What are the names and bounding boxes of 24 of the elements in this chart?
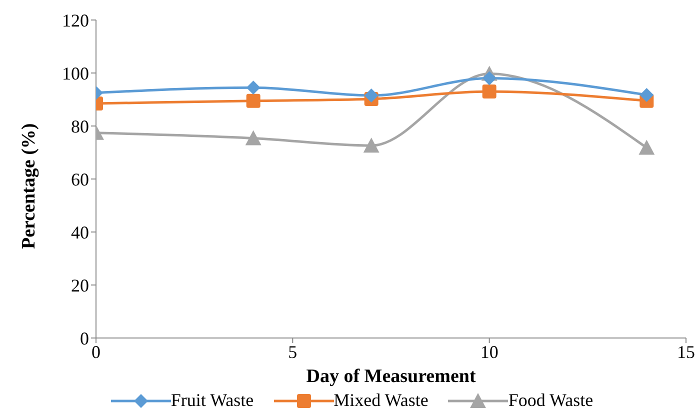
point [482, 84, 496, 99]
y-axis-title: Percentage (%) [18, 123, 40, 249]
x-tick-label: 15 [677, 342, 695, 362]
y-tick-label: 40 [71, 222, 89, 242]
x-tick-label: 5 [288, 342, 298, 362]
point [638, 140, 655, 155]
x-axis-title: Day of Measurement [306, 366, 476, 387]
y-tick-label: 20 [71, 275, 89, 296]
y-tick-label: 120 [62, 10, 89, 30]
point [640, 88, 654, 102]
y-tick-label: 80 [71, 116, 89, 136]
point [246, 94, 260, 108]
y-tick-label: 0 [80, 328, 89, 348]
y-tick-label: 60 [71, 169, 89, 190]
legend-label: Fruit Waste [170, 390, 254, 411]
point [364, 88, 378, 103]
point [482, 71, 496, 86]
point [246, 80, 260, 95]
point [245, 130, 262, 146]
y-tick-label: 100 [62, 63, 89, 84]
point [363, 138, 380, 153]
legend-label: Mixed Waste [334, 390, 428, 411]
x-tick-label: 10 [480, 342, 498, 362]
legend-label: Food Waste [508, 390, 594, 411]
